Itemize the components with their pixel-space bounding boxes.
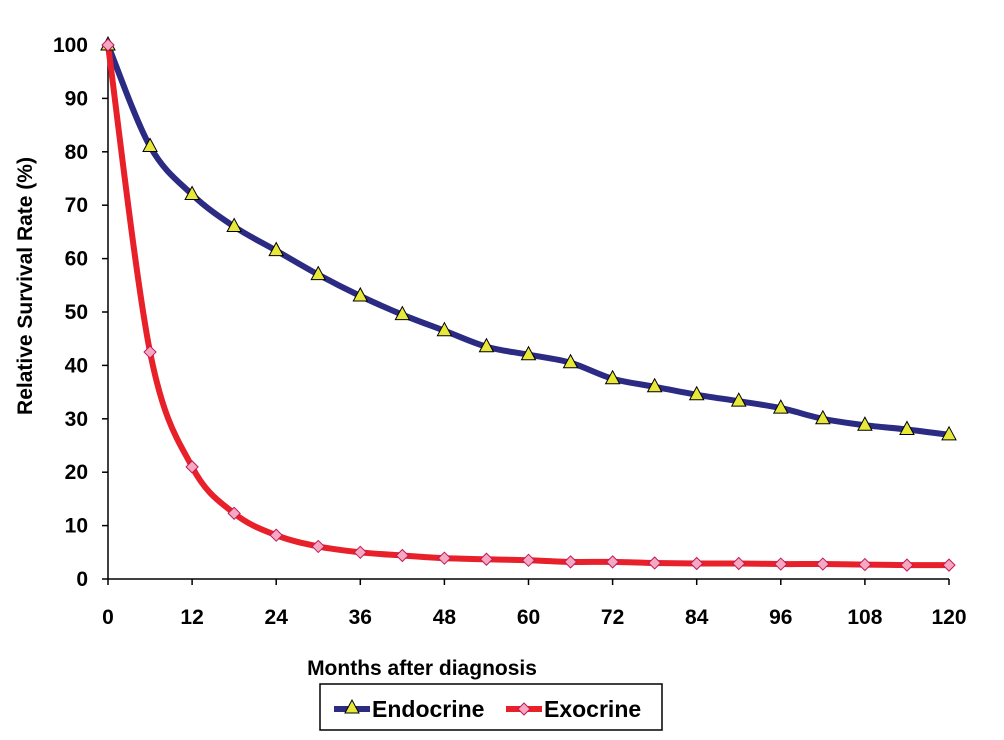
exocrine-data-point: [479, 552, 494, 566]
x-axis-title: Months after diagnosis: [307, 657, 537, 680]
endocrine-data-point: [941, 425, 957, 441]
y-tick-label: 70: [65, 194, 88, 217]
exocrine-data-point: [311, 539, 325, 554]
x-tick-label: 72: [601, 606, 624, 629]
endocrine-data-point: [646, 377, 663, 393]
legend: Endocrine Exocrine: [319, 683, 663, 731]
endocrine-data-point: [562, 353, 579, 369]
y-tick-label: 50: [65, 301, 88, 324]
endocrine-data-point: [730, 392, 747, 407]
exocrine-data-point: [563, 555, 578, 569]
exocrine-data-point: [774, 557, 788, 571]
endocrine-data-point: [352, 286, 369, 302]
exocrine-data-point: [143, 345, 157, 359]
exocrine-data-point: [185, 460, 199, 474]
endocrine-data-point: [899, 420, 915, 435]
endocrine-data-point: [857, 416, 873, 431]
endocrine-data-point: [226, 217, 242, 233]
x-tick-label: 84: [685, 606, 709, 629]
y-tick-label: 80: [65, 141, 88, 164]
exocrine-data-point: [689, 556, 704, 571]
y-tick-labels: 0 10 20 30 40 50 60 70 80 90 100: [53, 34, 88, 591]
exocrine-data-point: [816, 557, 830, 571]
y-tick-label: 30: [65, 408, 88, 431]
exocrine-data-point: [521, 553, 536, 568]
endocrine-series-line: [105, 42, 952, 438]
x-tick-label: 48: [433, 606, 457, 629]
exocrine-data-point: [647, 556, 662, 570]
exocrine-data-point: [269, 528, 283, 542]
exocrine-data-point: [437, 551, 452, 565]
endocrine-data-point: [772, 399, 789, 414]
endocrine-data-point: [478, 337, 495, 353]
x-tick-label: 0: [102, 606, 114, 629]
x-tick-label: 36: [349, 606, 372, 629]
x-tick-label: 60: [517, 606, 540, 629]
legend-box: [319, 683, 663, 731]
y-tick-label: 40: [65, 354, 88, 377]
exocrine-data-point: [227, 506, 241, 521]
y-axis-title: Relative Survival Rate (%): [14, 157, 37, 415]
axes: [102, 44, 950, 585]
legend-endocrine-label: Endocrine: [372, 696, 484, 722]
y-tick-label: 60: [65, 248, 88, 271]
endocrine-data-point: [436, 321, 453, 337]
y-tick-label: 90: [65, 87, 88, 110]
x-tick-label: 12: [180, 606, 203, 629]
endocrine-data-point: [394, 305, 411, 321]
legend-item-exocrine: Exocrine: [506, 696, 641, 722]
exocrine-data-point: [395, 548, 410, 563]
legend-item-endocrine: Endocrine: [334, 696, 484, 722]
endocrine-data-point: [310, 265, 327, 281]
endocrine-data-point: [688, 385, 705, 401]
legend-exocrine-marker: [517, 702, 531, 716]
y-tick-label: 0: [76, 568, 88, 591]
y-tick-label: 20: [65, 461, 88, 484]
exocrine-data-point: [942, 558, 956, 572]
y-tick-label: 10: [65, 515, 88, 538]
endocrine-data-point: [268, 241, 285, 257]
endocrine-data-point: [604, 369, 621, 385]
x-tick-label: 24: [265, 606, 289, 629]
x-tick-label: 96: [769, 606, 792, 629]
x-tick-labels: 0 12 24 36 48 60 72 84 96 108 120: [102, 606, 966, 629]
exocrine-data-point: [858, 557, 872, 572]
exocrine-data-point: [605, 555, 620, 569]
exocrine-data-point: [101, 38, 115, 52]
legend-endocrine-marker: [344, 698, 360, 714]
series-markers: [100, 35, 957, 572]
series-lines: [105, 42, 952, 569]
exocrine-data-point: [900, 558, 914, 572]
endocrine-data-point: [815, 409, 831, 425]
x-tick-label: 108: [847, 606, 882, 629]
exocrine-series-line: [105, 42, 952, 569]
endocrine-data-point: [184, 185, 200, 201]
y-tick-label: 100: [53, 34, 88, 57]
endocrine-data-point: [142, 137, 158, 152]
endocrine-data-point: [520, 345, 537, 361]
x-tick-label: 120: [931, 606, 966, 629]
legend-exocrine-label: Exocrine: [544, 696, 641, 722]
exocrine-data-point: [353, 545, 368, 560]
exocrine-data-point: [732, 556, 746, 571]
